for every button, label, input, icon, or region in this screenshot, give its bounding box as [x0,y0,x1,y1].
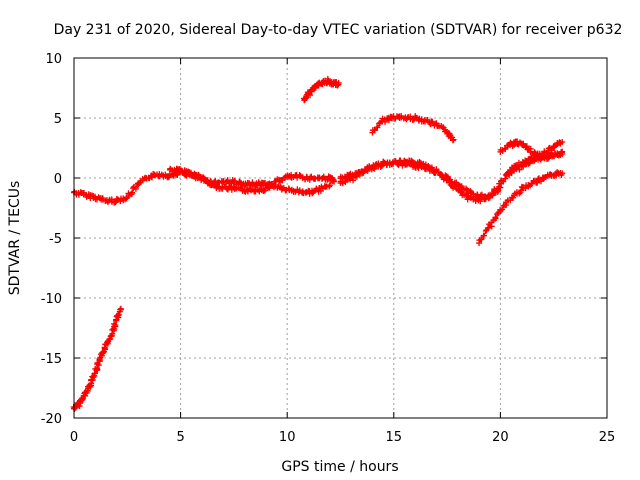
data-point [478,236,485,243]
data-point [117,306,124,313]
data-point [249,179,256,186]
data-point [130,185,137,192]
data-point [534,179,541,186]
data-point [492,215,499,222]
data-point [559,139,566,145]
data-point [307,92,314,99]
series-arc-7 [369,113,457,144]
x-tick-label: 25 [599,430,616,445]
chart-title: Day 231 of 2020, Sidereal Day-to-day VTE… [54,22,623,38]
y-tick-label: 5 [54,112,62,127]
x-tick-label: 5 [176,430,184,445]
series-arc-10 [503,148,566,179]
data-point [326,182,333,189]
data-point [91,370,98,377]
axis-ticks: 0 5 10 15 20 25 -20 -15 -10 -5 0 5 10 [41,52,616,445]
data-point [438,173,445,180]
data-point [404,114,411,121]
y-axis-label: SDTVAR / TECUs [7,181,23,296]
data-point [106,336,113,343]
data-point [174,172,181,179]
data-point [115,311,122,318]
x-tick-label: 20 [492,430,509,445]
data-point [79,395,86,402]
series-arc-1 [70,305,124,412]
data-point [374,124,381,131]
data-point [112,322,119,329]
data-point [129,189,136,196]
data-point [482,228,489,235]
data-point [238,185,245,192]
data-point [270,182,277,189]
data-point [495,185,502,192]
data-point [450,136,457,143]
y-tick-label: -5 [49,232,62,247]
series-arc-4 [300,75,342,104]
data-point [385,117,392,124]
data-point [499,206,506,213]
data-point [429,118,436,125]
data-point [335,81,342,88]
series-arc-8 [476,169,566,247]
data-point [551,153,558,160]
y-tick-label: 10 [45,52,62,67]
series-line [478,172,563,244]
x-axis-label: GPS time / hours [281,459,398,475]
data-point [307,174,314,181]
data-point [260,188,267,194]
data-point [123,195,130,202]
data-point [79,396,86,403]
data-point [559,148,566,155]
y-tick-label: 0 [54,172,62,187]
data-point [106,197,113,204]
data-point [96,355,103,362]
data-point [111,320,118,327]
data-point [508,170,515,177]
data-point [353,172,360,179]
data-point [331,178,338,185]
data-point [326,183,333,190]
data-point [95,362,102,369]
grid [74,58,607,418]
data-point [117,305,124,312]
data-point [132,185,139,192]
x-tick-label: 10 [279,430,296,445]
data-point [308,88,315,95]
data-point [166,173,173,180]
data-point [502,146,509,153]
y-tick-label: -10 [41,292,62,307]
data-point [309,190,316,197]
data-point [480,232,487,239]
series-arc-3 [166,165,338,195]
data-point [559,170,566,177]
data-point [520,163,527,170]
y-tick-label: -20 [41,412,62,427]
series-arc-2 [70,167,333,206]
data-point [551,143,558,150]
data-point [231,177,238,184]
series-layer [70,75,566,412]
data-point [302,95,309,102]
x-tick-label: 0 [70,430,78,445]
x-tick-label: 15 [386,430,403,445]
y-tick-label: -15 [41,352,62,367]
data-point [77,400,84,407]
data-point [518,187,525,194]
